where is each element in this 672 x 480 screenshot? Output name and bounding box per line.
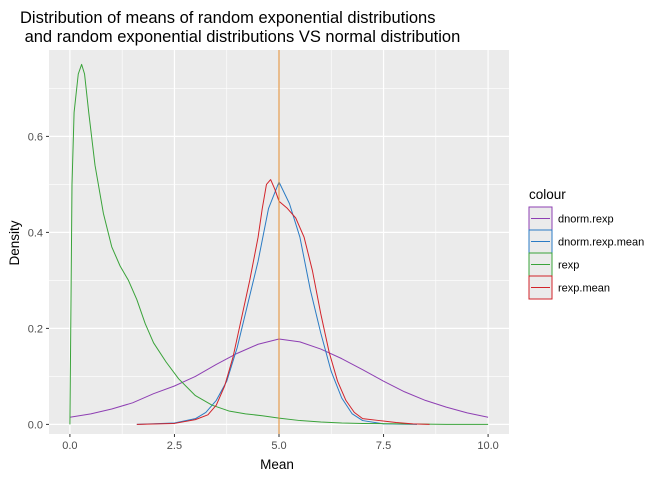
y-tick-label: 0.2 xyxy=(28,323,43,335)
chart-title-line2: and random exponential distributions VS … xyxy=(20,28,460,46)
x-axis: 0.0 2.5 5.0 7.5 10.0 xyxy=(62,434,499,452)
legend-label: dnorm.rexp xyxy=(558,214,614,226)
x-tick-label: 10.0 xyxy=(477,440,498,452)
y-axis: 0.0 0.2 0.4 0.6 xyxy=(28,131,49,431)
chart-title-line1: Distribution of means of random exponent… xyxy=(20,9,435,27)
legend-label: rexp xyxy=(558,260,579,272)
series-line-rexp xyxy=(69,63,489,425)
legend-title: colour xyxy=(529,187,566,202)
legend-label: dnorm.rexp.mean xyxy=(558,237,644,249)
x-tick-label: 0.0 xyxy=(62,440,77,452)
y-tick-label: 0.6 xyxy=(28,131,43,143)
legend: colour dnorm.rexp dnorm.rexp.mean rexp rexp… xyxy=(528,187,644,300)
x-axis-title: Mean xyxy=(260,457,294,472)
x-tick-label: 2.5 xyxy=(167,440,182,452)
y-tick-label: 0.4 xyxy=(28,227,43,239)
legend-label: rexp.mean xyxy=(558,283,610,295)
y-axis-title: Density xyxy=(7,220,22,265)
y-tick-label: 0.0 xyxy=(28,419,43,431)
x-tick-label: 7.5 xyxy=(376,440,391,452)
x-tick-label: 5.0 xyxy=(271,440,286,452)
